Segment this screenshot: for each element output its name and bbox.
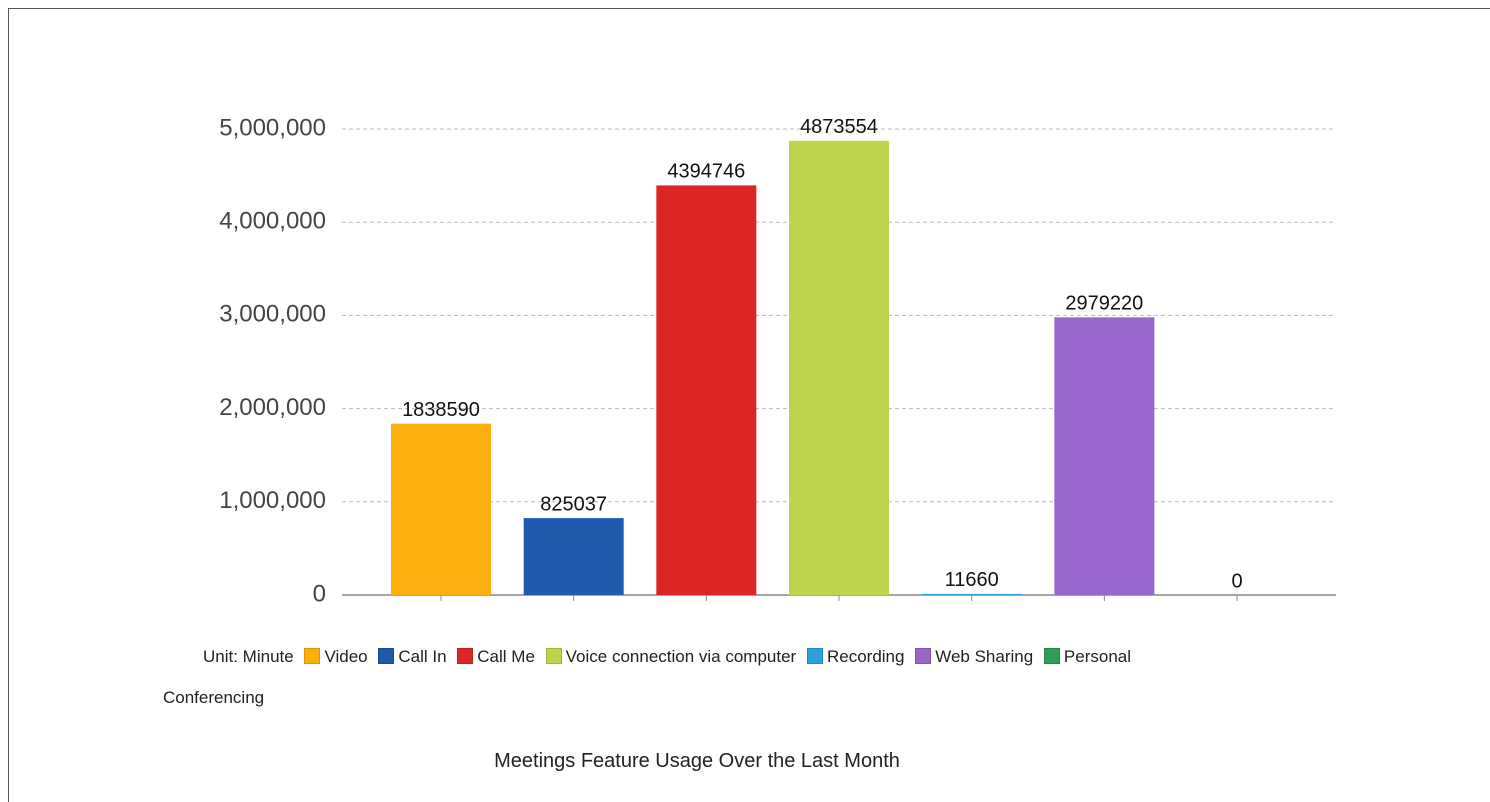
legend-swatch [915, 648, 932, 664]
legend-swatch [304, 648, 321, 664]
chart-frame [8, 8, 1490, 802]
legend-label: Personal Conferencing [163, 647, 1132, 707]
legend-swatch [545, 648, 562, 664]
legend-swatch [806, 648, 823, 664]
data-label: 825037 [540, 493, 607, 515]
y-tick-label: 1,000,000 [219, 487, 326, 514]
bar [523, 518, 624, 595]
legend-label: Video [324, 647, 368, 666]
chart-title: Meetings Feature Usage Over the Last Mon… [494, 750, 900, 772]
data-label: 4873554 [800, 116, 878, 138]
y-tick-label: 3,000,000 [219, 301, 326, 328]
data-label: 1838590 [402, 399, 480, 421]
data-label: 11660 [945, 569, 999, 591]
legend-swatch [378, 648, 395, 664]
legend-label: Voice connection via computer [565, 647, 797, 666]
y-tick-label: 2,000,000 [219, 394, 326, 421]
bar [656, 185, 757, 595]
legend-label: Web Sharing [935, 647, 1034, 666]
y-tick-label: 4,000,000 [219, 208, 326, 235]
bar [391, 423, 491, 595]
bar [1054, 317, 1155, 595]
data-label: 0 [1231, 570, 1242, 592]
legend-swatch [457, 648, 474, 664]
legend-label: Call Me [477, 647, 535, 666]
legend-prefix: Unit: Minute [203, 647, 294, 666]
y-tick-label: 5,000,000 [219, 114, 326, 141]
bar [921, 593, 1022, 595]
bar [789, 140, 890, 595]
data-label: 4394746 [667, 161, 745, 183]
legend-label: Recording [826, 647, 905, 666]
legend-label: Call In [398, 647, 447, 666]
y-tick-label: 0 [313, 580, 326, 607]
legend: Unit: Minute Video Call In Call Me Voice… [163, 636, 1175, 718]
data-label: 2979220 [1065, 293, 1143, 315]
legend-swatch [1043, 648, 1060, 664]
